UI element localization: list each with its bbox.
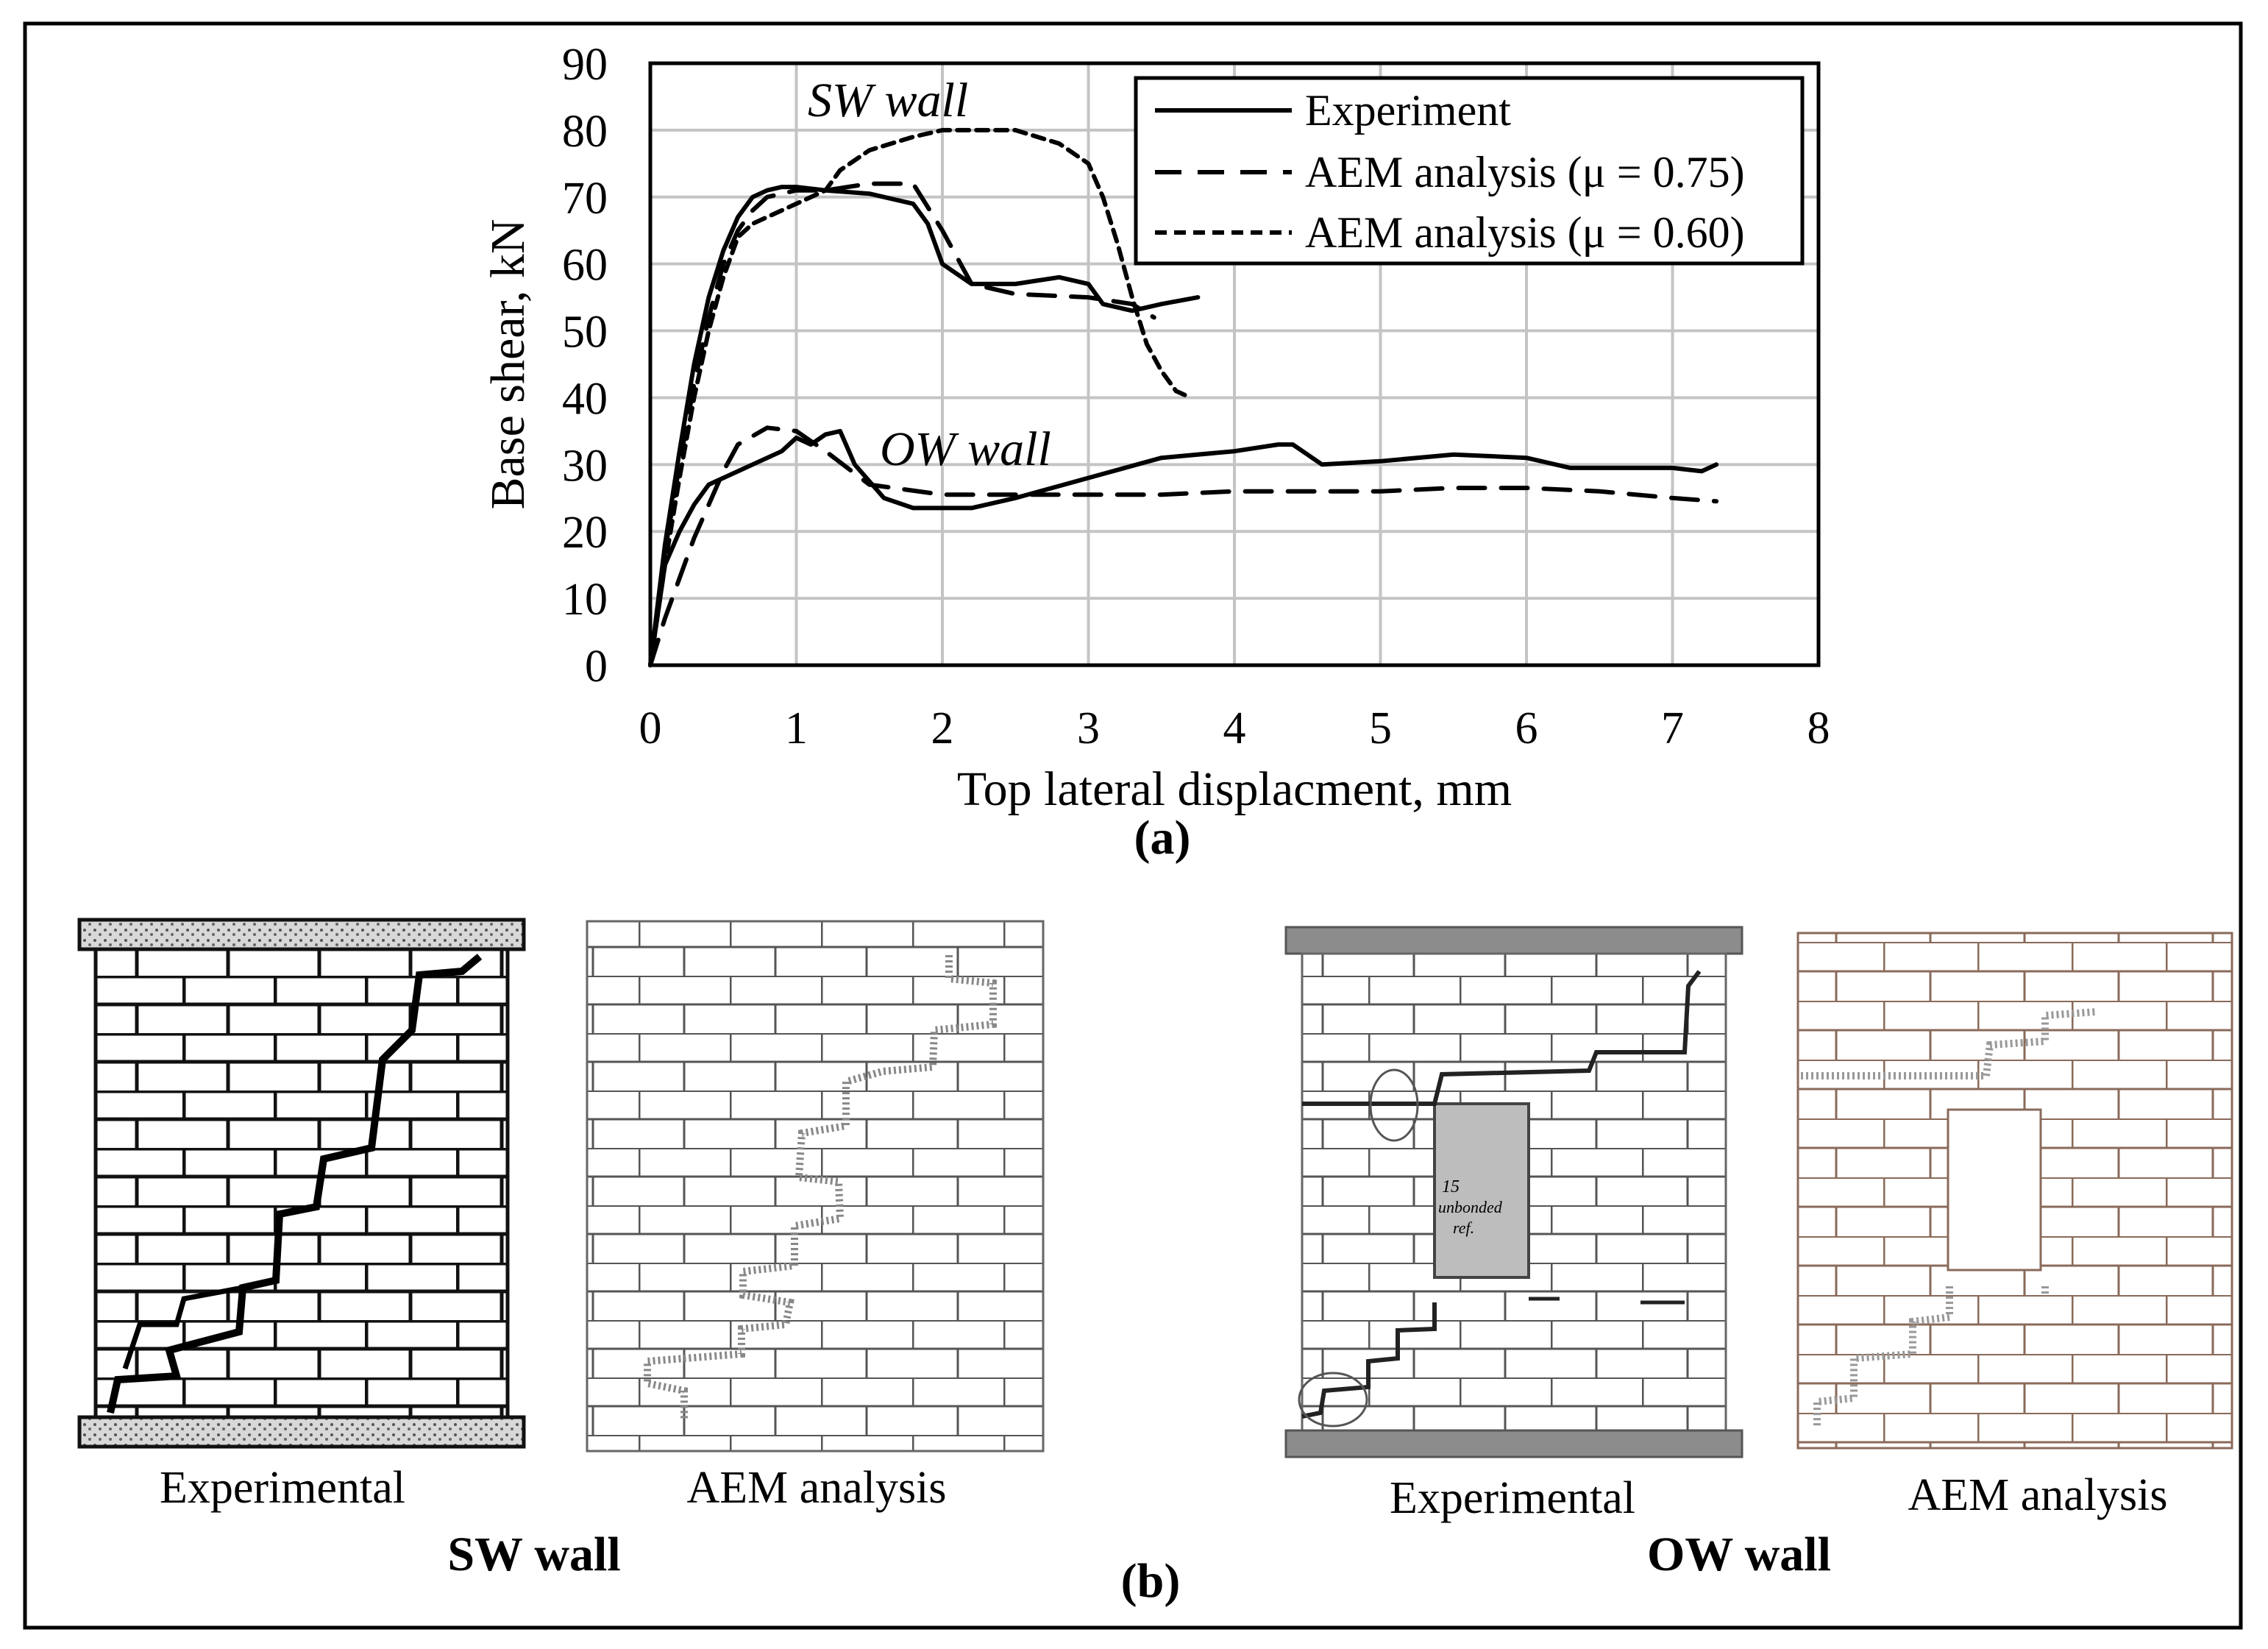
series-layer [648,127,1719,667]
group-title-ow-wall: OW wall [1647,1528,1831,1581]
legend-label-experiment: Experiment [1305,86,1511,135]
x-tick-label: 8 [1807,703,1830,753]
y-tick-labels: 0 10 20 30 40 50 60 70 80 90 [562,40,608,692]
handwritten-note-unbonded: unbonded [1438,1198,1503,1216]
ow-experimental-panel: 15 unbonded ref. [1284,926,1743,1458]
x-tick-labels: 0 1 2 3 4 5 6 7 8 [639,703,1830,753]
window-opening [1433,1102,1530,1279]
caption-a: (a) [1134,811,1191,865]
aem-crack-bottom [1813,1286,2049,1428]
crack-bottom [1301,1302,1437,1419]
x-tick-label: 5 [1369,703,1392,753]
series-line-1 [648,181,1156,667]
sw-experimental-panel [77,918,526,1449]
window-opening [1947,1108,2042,1272]
y-tick-label: 0 [585,642,608,692]
x-tick-label: 1 [785,703,808,753]
crack-right [1529,1297,1685,1305]
ow-aem-panel [1796,932,2233,1450]
circle-mark-lower [1298,1372,1368,1428]
top-beam [1284,926,1743,955]
y-axis-label: Base shear, kN [481,219,535,509]
plot-area-frame [648,61,1821,667]
x-tick-label: 6 [1515,703,1538,753]
handwritten-note-15: 15 [1442,1177,1460,1196]
x-tick-label: 3 [1077,703,1100,753]
panel-label-ow-aem: AEM analysis [1908,1470,2167,1520]
y-tick-label: 80 [562,107,608,157]
aem-crack-top [1801,1008,2097,1079]
panel-label-sw-experimental: Experimental [160,1463,405,1513]
aem-crack-line [644,955,997,1420]
annotation-ow-wall: OW wall [880,422,1051,476]
y-tick-label: 20 [562,508,608,558]
legend-label-aem-060: AEM analysis (μ = 0.60) [1305,208,1745,257]
crack-branch [122,1285,243,1370]
y-tick-label: 40 [562,374,608,424]
bottom-beam [77,1415,526,1449]
y-tick-label: 30 [562,441,608,491]
brick-wall [93,947,510,1419]
x-tick-label: 0 [639,703,662,753]
y-tick-label: 60 [562,241,608,291]
y-tick-label: 90 [562,40,608,90]
crack-line [107,954,483,1414]
circle-mark-upper [1369,1068,1419,1142]
y-tick-label: 50 [562,308,608,358]
series-line-3 [648,428,1719,667]
figure-border [23,21,2243,1630]
group-title-sw-wall: SW wall [447,1528,620,1581]
handwritten-note-ref: ref. [1453,1219,1474,1237]
x-tick-label: 2 [931,703,954,753]
x-axis-label: Top lateral displacment, mm [957,762,1512,816]
series-line-4 [648,425,1719,667]
panel-label-sw-aem: AEM analysis [686,1463,946,1513]
bottom-beam [1284,1429,1743,1458]
x-tick-label: 4 [1223,703,1246,753]
series-line-2 [648,127,1193,667]
y-tick-label: 70 [562,174,608,224]
y-tick-label: 10 [562,575,608,625]
top-beam [77,918,526,951]
brick-wall [586,920,1045,1453]
annotation-sw-wall: SW wall [808,74,968,127]
x-tick-label: 7 [1661,703,1684,753]
legend: Experiment AEM analysis (μ = 0.75) AEM a… [1134,76,1805,266]
panel-label-ow-experimental: Experimental [1390,1473,1635,1523]
crack-top [1302,970,1702,1106]
legend-label-aem-075: AEM analysis (μ = 0.75) [1305,148,1745,196]
series-line-0 [648,185,1201,667]
chart: 0 1 2 3 4 5 6 7 8 0 10 20 30 40 50 60 70 80 90 Top latera… [481,40,1830,865]
sw-aem-panel [586,920,1045,1453]
caption-b: (b) [1121,1554,1181,1608]
